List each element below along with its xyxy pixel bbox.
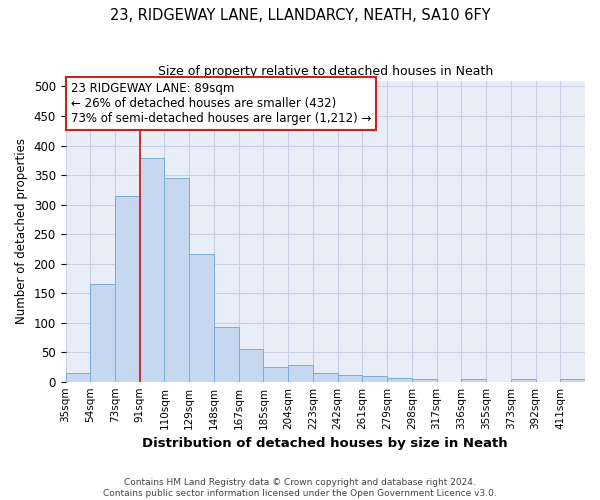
Bar bbox=[511, 380, 536, 382]
Bar bbox=[288, 365, 313, 382]
Bar bbox=[90, 284, 115, 382]
Bar bbox=[115, 196, 140, 382]
Title: Size of property relative to detached houses in Neath: Size of property relative to detached ho… bbox=[158, 65, 493, 78]
Bar bbox=[412, 380, 437, 382]
Bar bbox=[140, 158, 164, 382]
Bar bbox=[387, 378, 412, 382]
Bar bbox=[313, 374, 338, 382]
Y-axis label: Number of detached properties: Number of detached properties bbox=[15, 138, 28, 324]
Text: 23 RIDGEWAY LANE: 89sqm
← 26% of detached houses are smaller (432)
73% of semi-d: 23 RIDGEWAY LANE: 89sqm ← 26% of detache… bbox=[71, 82, 371, 125]
Bar bbox=[239, 349, 263, 382]
Bar bbox=[164, 178, 189, 382]
Bar bbox=[461, 380, 486, 382]
Bar bbox=[189, 254, 214, 382]
Bar bbox=[338, 375, 362, 382]
Bar bbox=[214, 327, 239, 382]
Text: Contains HM Land Registry data © Crown copyright and database right 2024.
Contai: Contains HM Land Registry data © Crown c… bbox=[103, 478, 497, 498]
Bar bbox=[65, 373, 90, 382]
Bar bbox=[263, 367, 288, 382]
Bar bbox=[362, 376, 387, 382]
Text: 23, RIDGEWAY LANE, LLANDARCY, NEATH, SA10 6FY: 23, RIDGEWAY LANE, LLANDARCY, NEATH, SA1… bbox=[110, 8, 490, 22]
Bar bbox=[560, 380, 585, 382]
X-axis label: Distribution of detached houses by size in Neath: Distribution of detached houses by size … bbox=[142, 437, 508, 450]
